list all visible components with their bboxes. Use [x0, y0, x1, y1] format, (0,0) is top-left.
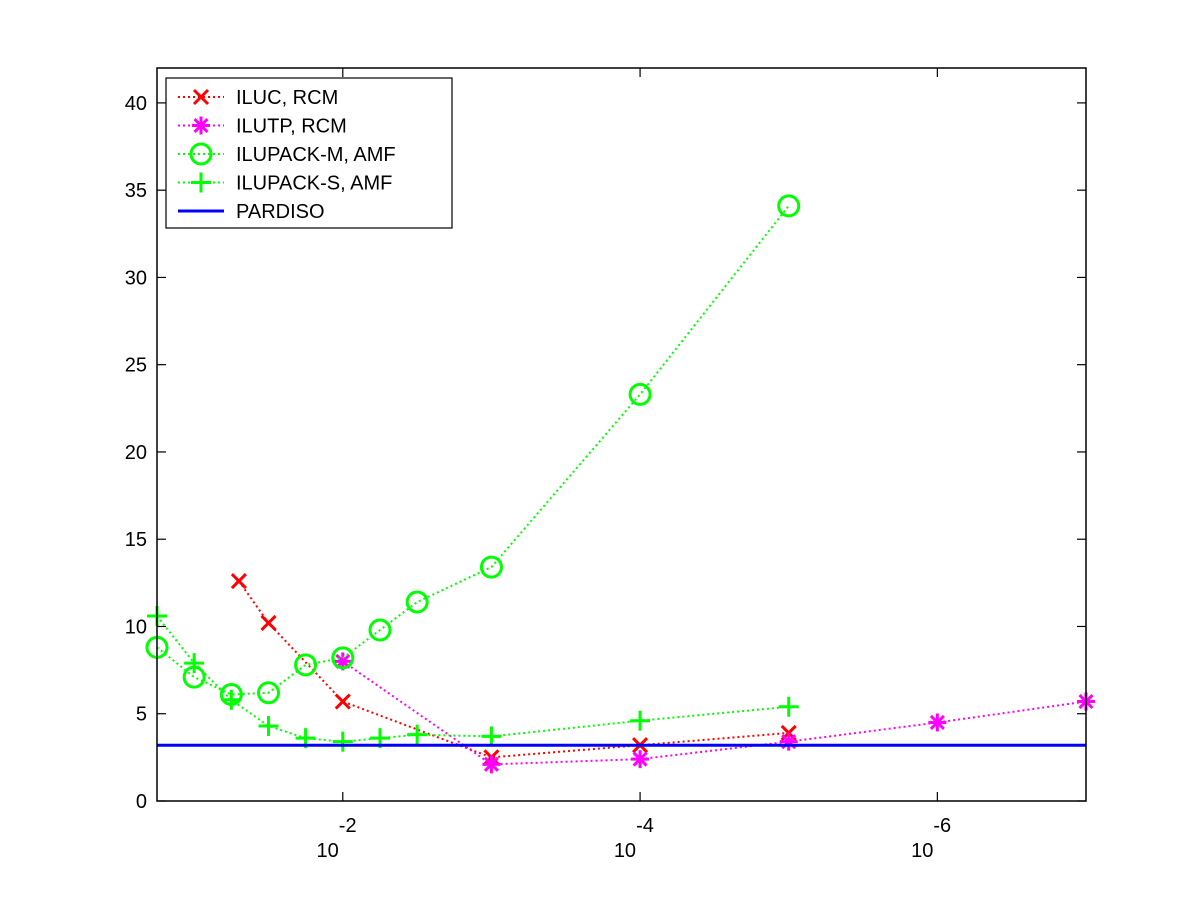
x-tick-label-exponent: -6: [933, 815, 951, 837]
data-point: [630, 710, 651, 731]
y-tick-label: 20: [125, 442, 147, 464]
data-point: [778, 696, 799, 717]
legend-label: ILUPACK-S, AMF: [236, 173, 392, 195]
legend-entry: PARDISO: [178, 201, 325, 223]
data-point: [334, 693, 351, 710]
x-tick-label-base: 10: [614, 840, 636, 862]
legend-entry: ILUTP, RCM: [178, 116, 347, 138]
data-point: [482, 755, 501, 774]
data-point: [631, 750, 650, 769]
data-point: [479, 555, 503, 579]
data-point: [192, 116, 210, 135]
data-point: [257, 681, 281, 705]
data-point: [928, 713, 947, 732]
legend-label: ILUC, RCM: [236, 87, 338, 109]
data-point: [777, 194, 801, 218]
data-point: [221, 689, 242, 710]
series-line: [156, 205, 790, 696]
data-point: [407, 724, 428, 745]
data-point: [260, 614, 277, 632]
data-point: [332, 731, 353, 752]
data-point: [192, 88, 210, 106]
data-point: [184, 653, 205, 674]
y-tick-label: 10: [125, 616, 147, 638]
x-tick-label-base: 10: [911, 840, 933, 862]
y-tick-label: 30: [125, 267, 147, 289]
legend-entry: ILUPACK-S, AMF: [178, 172, 392, 195]
series-line: [342, 660, 1087, 766]
x-tick-label-base: 10: [317, 840, 339, 862]
legend-entry: ILUC, RCM: [178, 87, 338, 109]
data-point: [189, 142, 213, 166]
legend-label: ILUTP, RCM: [236, 116, 347, 138]
data-point: [405, 590, 429, 614]
y-tick-label: 25: [125, 355, 147, 377]
y-tick-label: 5: [136, 704, 147, 726]
data-point: [368, 618, 392, 642]
legend-label: PARDISO: [236, 201, 325, 223]
x-tick-label-exponent: -2: [339, 815, 357, 837]
x-tick-label-exponent: -4: [636, 815, 654, 837]
axes-frame: [156, 67, 1087, 802]
y-tick-label: 0: [136, 791, 147, 813]
y-tick-label: 40: [125, 93, 147, 115]
y-tick-label: 35: [125, 180, 147, 202]
data-point: [191, 172, 211, 193]
data-point: [331, 646, 355, 670]
data-point: [628, 382, 652, 406]
data-point: [230, 573, 247, 590]
y-tick-label: 15: [125, 529, 147, 551]
legend: ILUC, RCM ILUTP, RCM ILUPACK-M, AMF ILUPACK…: [165, 77, 453, 229]
data-point: [258, 715, 279, 736]
legend-entry: ILUPACK-M, AMF: [178, 142, 396, 166]
data-point: [779, 732, 798, 751]
legend-label: ILUPACK-M, AMF: [236, 144, 396, 166]
data-point: [294, 653, 318, 677]
data-point: [481, 726, 502, 747]
